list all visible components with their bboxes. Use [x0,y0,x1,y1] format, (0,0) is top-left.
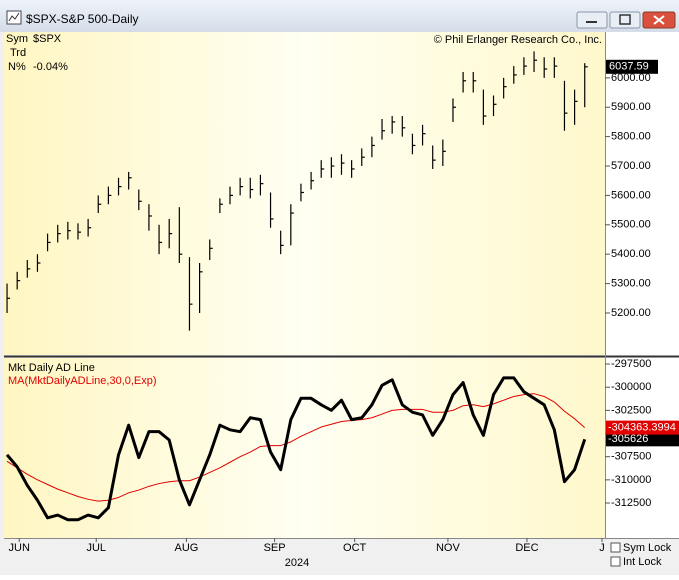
y-tick-label: 5400.00 [611,248,651,260]
copyright: © Phil Erlanger Research Co., Inc. [434,34,602,46]
n-value: -0.04% [33,61,68,73]
last-price-label: 6037.59 [609,61,649,73]
legend-entry: Mkt Daily AD Line [8,362,95,374]
sym-value: $SPX [33,33,62,45]
last-price-box [606,59,658,74]
ad-panel [4,358,605,538]
x-tick-label: OCT [343,542,367,554]
last-value-label: -304363.3994 [608,422,676,434]
x-tick-label: AUG [175,542,199,554]
close-glyph [653,15,665,25]
x-tick-label: NOV [436,542,461,554]
x-tick-label: JUN [9,542,30,554]
app-icon-glyph [8,12,20,22]
y-tick-label: 5200.00 [611,307,651,319]
y-tick-label: 5600.00 [611,189,651,201]
sym-lock-checkbox[interactable] [610,542,621,553]
window-title: $SPX-S&P 500-Daily [26,12,139,26]
y-tick-label: 5800.00 [611,131,651,143]
sym-label: Sym [6,33,28,45]
x-tick-label: SEP [264,542,286,554]
y-tick-label: -302500 [611,404,651,416]
y-tick-label: 5700.00 [611,160,651,172]
y-tick-label: -310000 [611,474,651,486]
right-axis-bg [605,32,679,538]
year-label: 2024 [285,557,309,569]
last-value-label: -305626 [608,433,648,445]
sym-lock-label: Sym Lock [623,542,672,554]
minimize-glyph [586,21,597,23]
x-tick-label: JUL [86,542,106,554]
maximize-button[interactable] [609,11,641,29]
series-line [6,393,586,502]
y-tick-label: 5500.00 [611,219,651,231]
series-line [5,376,587,522]
price-panel [4,32,605,355]
title-bar [0,0,679,32]
y-tick-label: -312500 [611,497,651,509]
x-tick-label: J [599,542,605,554]
trd-label: Trd [10,47,26,59]
y-tick-label: -297500 [611,358,651,370]
legend-entry: MA(MktDailyADLine,30,0,Exp) [8,375,157,387]
y-tick-label: 5300.00 [611,277,651,289]
last-value-box [606,432,679,447]
y-tick-label: -307500 [611,451,651,463]
x-tick-label: DEC [515,542,538,554]
y-tick-label: 6000.00 [611,72,651,84]
minimize-button[interactable] [576,11,608,29]
int-lock-label: Int Lock [623,556,662,568]
y-tick-label: -300000 [611,381,651,393]
maximize-glyph [619,14,631,25]
n-label: N% [8,61,26,73]
y-tick-label: 5900.00 [611,101,651,113]
last-value-box [606,420,679,435]
int-lock-checkbox[interactable] [610,556,621,567]
